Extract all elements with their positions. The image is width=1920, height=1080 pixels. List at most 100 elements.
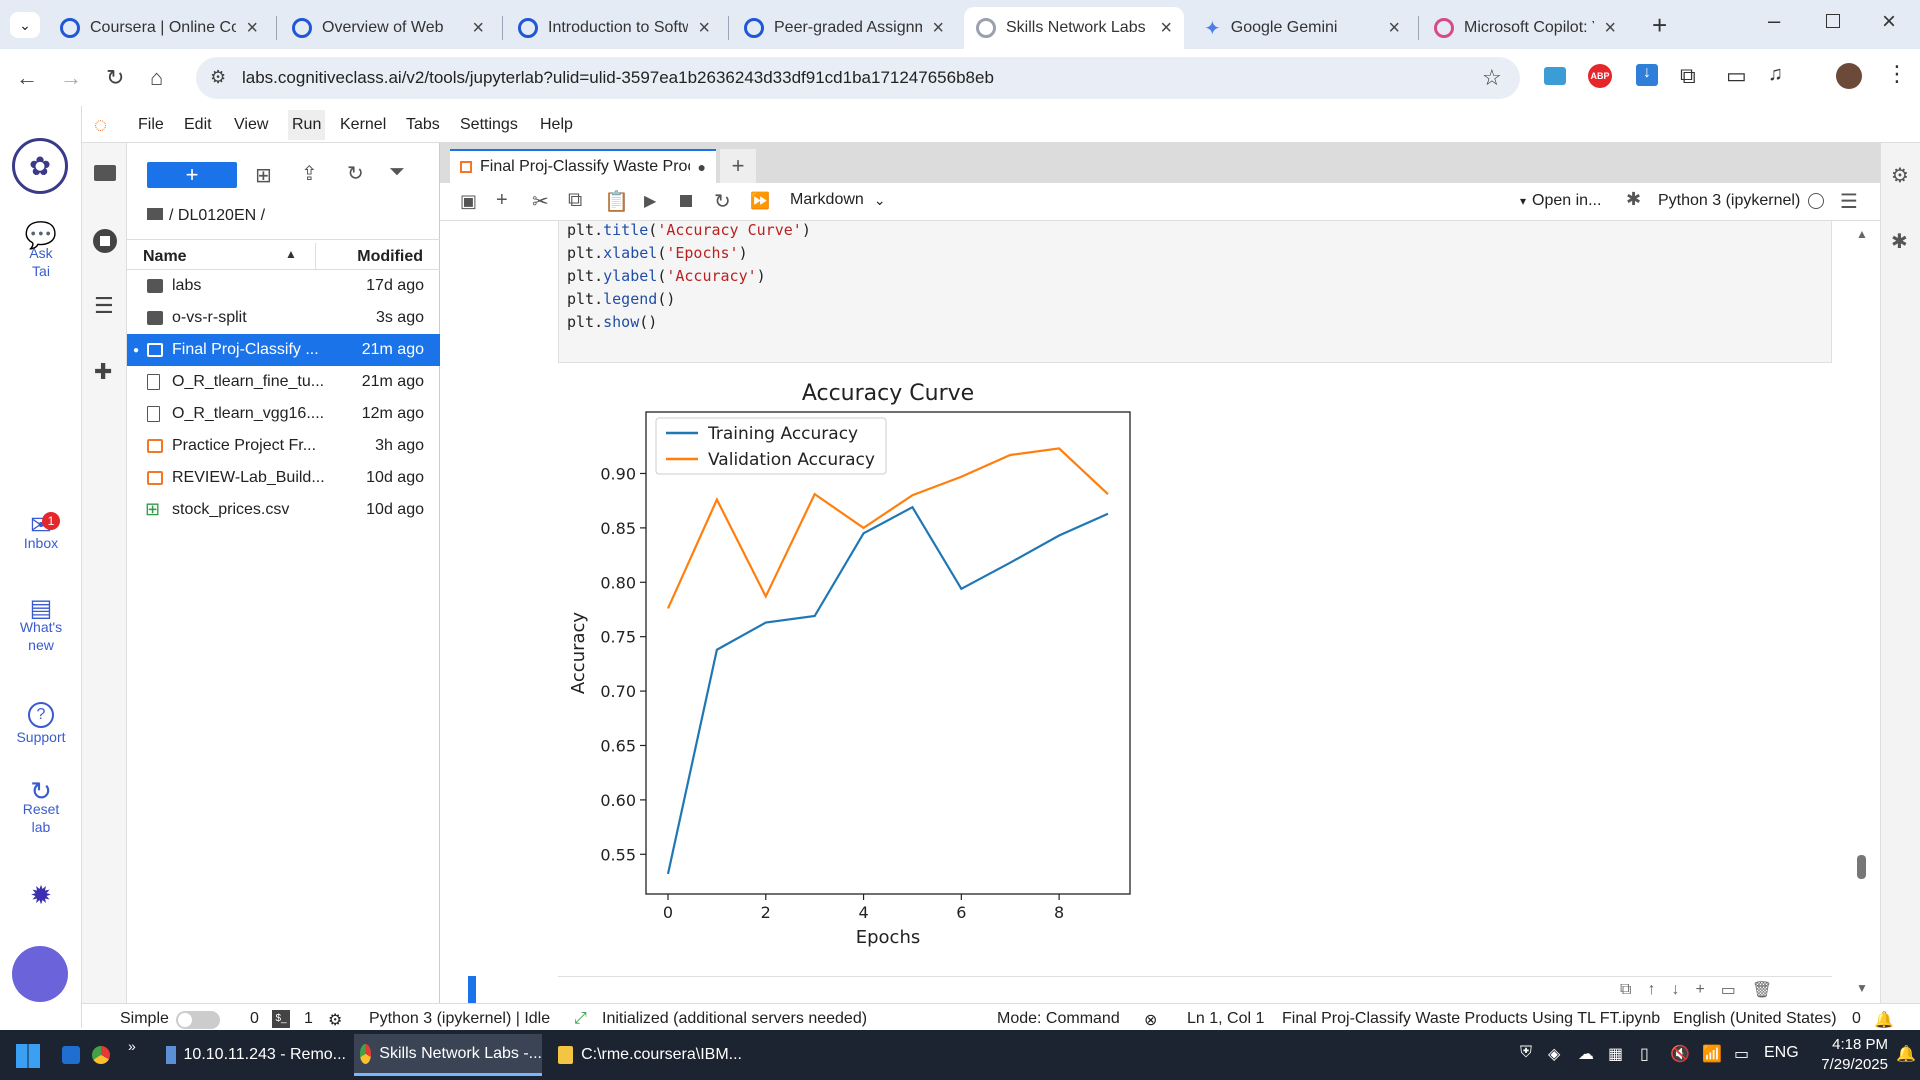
skills-network-logo[interactable]: ✿	[12, 138, 68, 194]
running-kernels-icon[interactable]	[93, 229, 117, 253]
input-language[interactable]: ENG	[1764, 1044, 1799, 1061]
profile-avatar[interactable]	[1836, 63, 1862, 89]
menu-edit[interactable]: Edit	[184, 116, 212, 133]
filter-icon[interactable]: ⏷	[389, 161, 405, 183]
column-header-modified[interactable]: Modified	[357, 248, 423, 265]
save-icon[interactable]: ▣	[460, 191, 478, 211]
extension-cast-icon[interactable]	[1544, 67, 1566, 85]
scroll-thumb[interactable]	[1857, 855, 1866, 879]
cut-icon[interactable]: ✂	[532, 191, 549, 213]
chrome-icon[interactable]	[92, 1046, 110, 1064]
file-row[interactable]: labs 17d ago	[127, 270, 440, 302]
folder-icon[interactable]	[94, 165, 116, 181]
upload-icon[interactable]: ⇪	[301, 163, 318, 185]
file-row[interactable]: O_R_tlearn_fine_tu... 21m ago	[127, 366, 440, 398]
debugger-bug-icon[interactable]: ✱	[1626, 189, 1642, 209]
extensions-icon[interactable]: ⧉	[1680, 63, 1696, 88]
notebook-scrollbar[interactable]: ▲ ▼	[1852, 221, 1870, 1003]
menu-hamburger-icon[interactable]: ☰	[1840, 191, 1858, 213]
browser-tab[interactable]: Peer-graded Assignm ×	[732, 7, 956, 49]
close-icon[interactable]: ×	[1388, 16, 1400, 39]
tray-app-icon[interactable]: ◈	[1548, 1046, 1561, 1063]
scroll-down-arrow[interactable]: ▼	[1856, 981, 1868, 995]
taskbar-item[interactable]: C:\rme.coursera\IBM...	[552, 1034, 742, 1076]
user-avatar[interactable]	[12, 946, 68, 1002]
scroll-up-arrow[interactable]: ▲	[1856, 227, 1868, 241]
delete-cell-icon[interactable]: 🗑	[1751, 982, 1773, 999]
back-icon[interactable]: ←	[16, 65, 38, 90]
tray-usb-icon[interactable]: ▯	[1640, 1046, 1649, 1063]
menu-help[interactable]: Help	[540, 116, 573, 133]
browser-menu-icon[interactable]: ⋮	[1886, 61, 1908, 86]
browser-tab[interactable]: Introduction to Softw ×	[506, 7, 722, 49]
menu-settings[interactable]: Settings	[460, 116, 518, 133]
adblock-icon[interactable]: ABP	[1588, 64, 1612, 88]
outlook-icon[interactable]	[62, 1046, 80, 1064]
kernel-status[interactable]: Python 3 (ipykernel) | Idle	[369, 1010, 551, 1027]
restore-button[interactable]	[1826, 14, 1840, 28]
debugger-icon[interactable]: ✱	[1891, 231, 1908, 253]
run-icon[interactable]: ▶	[644, 193, 657, 210]
download-extension-icon[interactable]: ↓	[1636, 64, 1658, 86]
property-inspector-icon[interactable]: ⚙	[1891, 165, 1909, 187]
theme-toggle-sun-icon[interactable]: ✹	[30, 880, 52, 910]
paste-icon[interactable]: 📋	[604, 191, 629, 213]
close-window-button[interactable]: ×	[1882, 8, 1897, 35]
cell-type-select[interactable]: Markdown ⌄	[790, 191, 886, 208]
close-icon[interactable]: ×	[1160, 16, 1172, 39]
new-folder-icon[interactable]: ⊞	[255, 165, 272, 187]
extension-manager-icon[interactable]: ✚	[94, 359, 113, 384]
move-down-icon[interactable]: ↓	[1671, 981, 1680, 998]
site-info-icon[interactable]: ⚙	[210, 67, 227, 87]
media-control-icon[interactable]: ♫	[1768, 63, 1783, 85]
simple-mode-toggle[interactable]	[176, 1011, 220, 1029]
minimize-button[interactable]: –	[1768, 8, 1781, 33]
close-icon[interactable]: ×	[246, 16, 258, 39]
close-icon[interactable]: ×	[932, 16, 944, 39]
volume-muted-icon[interactable]: 🔇	[1670, 1046, 1690, 1063]
omnibox[interactable]: ⚙ labs.cognitiveclass.ai/v2/tools/jupyte…	[196, 57, 1520, 99]
file-row[interactable]: REVIEW-Lab_Build... 10d ago	[127, 462, 440, 494]
tray-grid-icon[interactable]: ▦	[1608, 1046, 1624, 1063]
refresh-icon[interactable]: ↻	[347, 163, 364, 185]
kernel-name[interactable]: Python 3 (ipykernel)	[1658, 192, 1801, 209]
menu-run[interactable]: Run	[288, 110, 326, 140]
unsaved-dot-icon[interactable]: ●	[697, 159, 706, 175]
file-row[interactable]: ⊞ stock_prices.csv 10d ago	[145, 499, 424, 519]
rail-inbox[interactable]: ✉ 1 Inbox	[0, 512, 82, 552]
column-header-name[interactable]: Name	[143, 248, 187, 265]
merge-icon[interactable]: ▭	[1720, 982, 1736, 999]
file-row[interactable]: O_R_tlearn_vgg16.... 12m ago	[127, 398, 440, 430]
security-tray-icon[interactable]: ⛨	[1520, 1044, 1533, 1061]
browser-tab[interactable]: Microsoft Copilot: Yo ×	[1422, 7, 1628, 49]
browser-tab-active[interactable]: Skills Network Labs ×	[964, 7, 1184, 49]
add-below-icon[interactable]: +	[1695, 981, 1705, 998]
menu-tabs[interactable]: Tabs	[406, 116, 440, 133]
rail-reset-lab[interactable]: ↻ Reset lab	[0, 778, 82, 836]
code-cell[interactable]: plt.title('Accuracy Curve') plt.xlabel('…	[558, 221, 1832, 363]
insert-cell-icon[interactable]: +	[496, 189, 508, 211]
browser-tab[interactable]: Coursera | Online Co ×	[48, 7, 270, 49]
file-row[interactable]: o-vs-r-split 3s ago	[127, 302, 440, 334]
rail-ask-tai[interactable]: 💬 Ask Tai	[0, 222, 82, 280]
reload-icon[interactable]: ↻	[106, 65, 125, 90]
move-up-icon[interactable]: ↑	[1647, 981, 1656, 998]
tray-cloud-icon[interactable]: ☁	[1578, 1046, 1594, 1063]
menu-file[interactable]: File	[138, 116, 164, 133]
windows-start-icon[interactable]	[16, 1044, 40, 1068]
close-icon[interactable]: ×	[1604, 16, 1616, 39]
breadcrumb[interactable]: / DL0120EN /	[147, 207, 265, 225]
bookmark-star-icon[interactable]: ☆	[1482, 65, 1502, 90]
notification-center-icon[interactable]: 🔔	[1896, 1046, 1916, 1063]
rail-whats-new[interactable]: ▤ What's new	[0, 597, 82, 654]
cursor-position[interactable]: Ln 1, Col 1	[1187, 1010, 1265, 1027]
duplicate-cell-icon[interactable]: ⧉	[1620, 981, 1632, 998]
taskbar-item[interactable]: 10.10.11.243 - Remo...	[160, 1034, 346, 1076]
forward-icon[interactable]: →	[60, 65, 82, 90]
browser-tab[interactable]: Overview of Web ×	[280, 7, 496, 49]
close-icon[interactable]: ×	[698, 16, 710, 39]
chevron-icon[interactable]: »	[128, 1038, 136, 1054]
battery-icon[interactable]: ▭	[1734, 1046, 1750, 1063]
tab-list-dropdown-button[interactable]: ⌄	[10, 12, 40, 38]
new-tab-button[interactable]: +	[1652, 10, 1668, 40]
